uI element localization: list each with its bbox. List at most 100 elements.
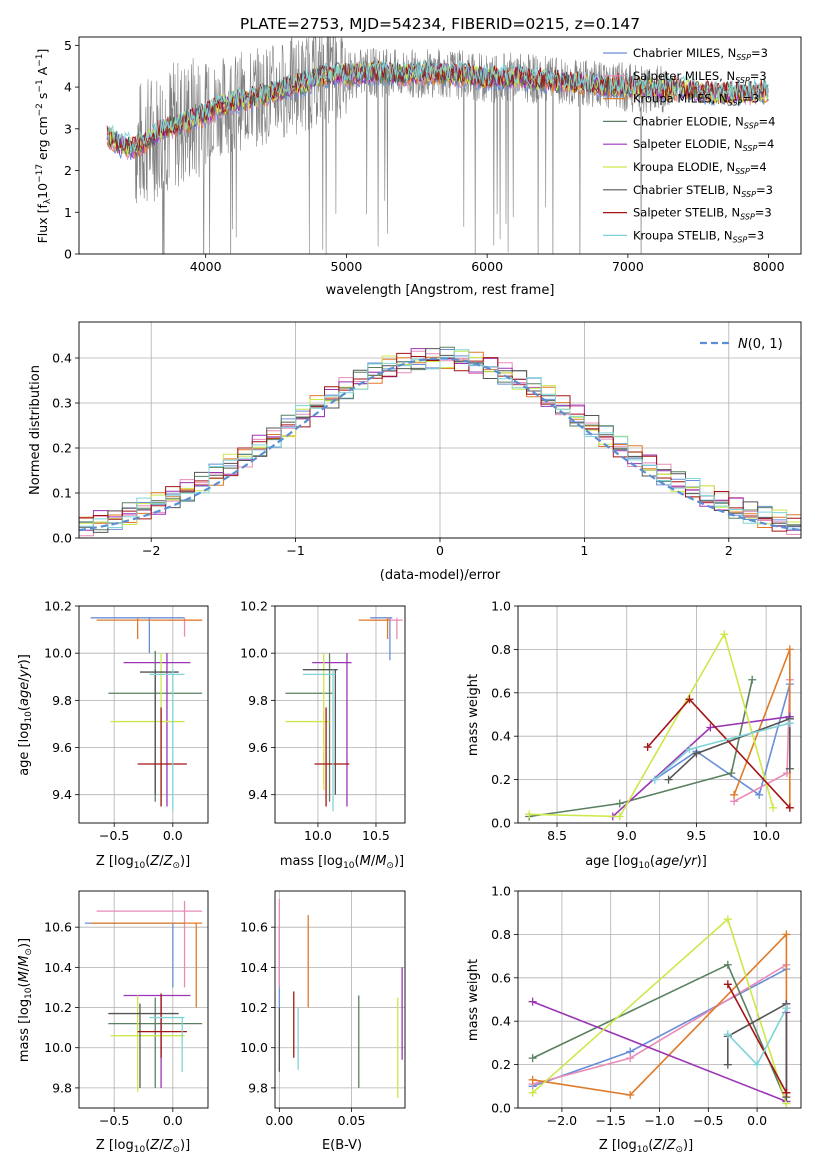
spectrum-panel: 4000 5000 6000 7000 8000 0 1 2 3 4 5 Chabrier MILES… [64, 36, 802, 274]
y-tick-label: 10.2 [240, 1000, 268, 1015]
weight-point-marker [782, 1088, 791, 1097]
weight-point-marker [785, 803, 794, 812]
legend-entry: Kroupa MILES, NSSP=3 [633, 92, 759, 108]
x-tick-label: 9.5 [686, 828, 706, 843]
y-tick-label: 0.4 [52, 351, 72, 366]
y-tick-label: 0.8 [491, 642, 511, 657]
weight-point-marker [685, 695, 694, 704]
errorbar-plot-area [84, 901, 203, 1092]
mass-vs-extinction-panel: 0.00 0.05 9.8 10.0 10.2 10.4 10.6 [240, 890, 406, 1128]
weight-point-marker [785, 645, 794, 654]
x-tick-label: 8000 [753, 259, 785, 274]
axes-frame [78, 36, 802, 255]
legend-entry: Kroupa STELIB, NSSP=3 [633, 228, 764, 244]
y-tick-label: 0.2 [491, 772, 511, 787]
weight-point-marker [650, 775, 659, 784]
weight-point-marker [723, 980, 732, 989]
y-tick-label: 0 [64, 247, 72, 262]
x-tick-label: 0.05 [338, 1113, 366, 1128]
y-tick-label: 2 [64, 163, 72, 178]
y-tick-label: 0.8 [491, 927, 511, 942]
residual-ylabel: Normed distribution [28, 365, 43, 495]
weight-plot-area [528, 915, 791, 1108]
weight-series-line [654, 722, 791, 781]
y-tick-label: 9.8 [52, 1080, 72, 1095]
age-vs-metallicity-panel: −0.5 0.0 9.4 9.6 9.8 10.0 10.2 [44, 599, 209, 843]
y-tick-label: 10.0 [44, 646, 72, 661]
weight-vs-Z-xlabel: Z [log10(Z/Z⊙)] [599, 1138, 693, 1155]
x-tick-label: 6000 [471, 259, 503, 274]
y-tick-label: 10.0 [44, 1040, 72, 1055]
y-tick-label: 10.2 [240, 599, 268, 614]
y-tick-label: 9.4 [52, 787, 72, 802]
weight-point-marker [685, 745, 694, 754]
weight-point-marker [723, 915, 732, 924]
weight-series-line [529, 632, 774, 818]
weight-point-marker [785, 764, 794, 773]
weight-point-marker [755, 790, 764, 799]
legend-entry: Chabrier MILES, NSSP=3 [633, 46, 768, 62]
x-tick-label: 8.5 [547, 828, 567, 843]
y-tick-label: 10.0 [240, 646, 268, 661]
mass-vs-ebv-xlabel: E(B-V) [322, 1138, 362, 1153]
residual-plot-area [79, 346, 801, 538]
axes-frame [274, 890, 406, 1109]
y-tick-label: 10.4 [240, 960, 268, 975]
x-tick-label: 0.0 [747, 1113, 767, 1128]
y-tick-label: 9.6 [248, 740, 268, 755]
weight-vs-metallicity-panel: −2.0 −1.5 −1.0 −0.5 0.0 0.0 0.2 0.4 0.6 0.8 1.0 [491, 884, 802, 1128]
y-tick-label: 9.8 [52, 693, 72, 708]
weight-series-line [529, 679, 753, 818]
x-tick-label: 1 [580, 543, 588, 558]
legend-entry: Salpeter STELIB, NSSP=3 [633, 206, 772, 222]
weight-vs-Z-ylabel: mass weight [466, 959, 481, 1041]
errorbar-plot-area [285, 617, 403, 812]
x-tick-label: 10.5 [362, 828, 390, 843]
legend-entry: Salpeter MILES, NSSP=3 [633, 69, 767, 85]
weight-point-marker [528, 1054, 537, 1063]
y-tick-label: 0.0 [491, 1101, 511, 1116]
y-tick-label: 1.0 [491, 599, 511, 614]
errorbar-plot-area [90, 617, 203, 812]
weight-series-line [726, 1002, 788, 1098]
y-tick-label: 0.4 [491, 729, 511, 744]
y-tick-label: 10.0 [240, 1040, 268, 1055]
weight-point-marker [727, 769, 736, 778]
x-tick-label: 9.0 [617, 828, 637, 843]
weight-point-marker [525, 810, 534, 819]
x-tick-label: 0.0 [163, 828, 183, 843]
mass-vs-Z-ylabel: mass [log10(M/M⊙)] [17, 938, 34, 1062]
weight-point-marker [528, 1088, 537, 1097]
y-tick-label: 10.2 [44, 599, 72, 614]
x-tick-label: 7000 [612, 259, 644, 274]
weight-point-marker [723, 1030, 732, 1039]
model-spectrum-line [106, 60, 769, 151]
weight-vs-age-ylabel: mass weight [466, 674, 481, 756]
mass-vs-Z-xlabel: Z [log10(Z/Z⊙)] [96, 1138, 190, 1155]
x-tick-label: 0 [436, 543, 444, 558]
axes-frame [78, 890, 209, 1109]
weight-point-marker [769, 803, 778, 812]
y-tick-label: 10.2 [44, 1000, 72, 1015]
weight-vs-age-panel: 8.5 9.0 9.5 10.0 0.0 0.2 0.4 0.6 0.8 1.0 [491, 599, 802, 843]
weight-point-marker [615, 799, 624, 808]
y-tick-label: 1.0 [491, 884, 511, 899]
legend-entry: Salpeter ELODIE, NSSP=4 [633, 137, 774, 153]
weight-point-marker [706, 723, 715, 732]
legend-entry: Chabrier STELIB, NSSP=3 [633, 183, 773, 199]
x-tick-label: −1 [286, 543, 304, 558]
weight-point-marker [692, 749, 701, 758]
weight-point-marker [643, 743, 652, 752]
axes-frame [78, 321, 802, 539]
mass-vs-metallicity-panel: −0.5 0.0 9.8 10.0 10.2 10.4 10.6 [44, 890, 209, 1128]
model-spectrum-line [106, 58, 769, 154]
x-tick-label: 2 [725, 543, 733, 558]
y-tick-label: 0.3 [52, 396, 72, 411]
weight-point-marker [664, 775, 673, 784]
y-tick-label: 1 [64, 205, 72, 220]
y-tick-label: 0.4 [491, 1014, 511, 1029]
weight-plot-area [525, 630, 794, 821]
legend-entry: Chabrier ELODIE, NSSP=4 [633, 114, 775, 130]
axes-frame [78, 605, 209, 824]
